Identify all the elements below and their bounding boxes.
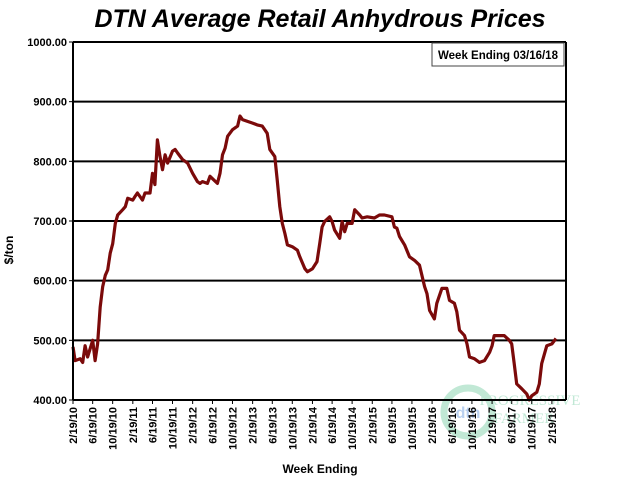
y-tick-label: 900.00 xyxy=(33,97,67,109)
x-tick-label: 10/19/13 xyxy=(287,407,299,450)
x-tick-label: 10/19/10 xyxy=(108,407,120,450)
y-tick-label: 500.00 xyxy=(33,335,67,347)
x-axis-label: Week Ending xyxy=(282,462,357,476)
x-tick-label: 10/19/17 xyxy=(527,407,539,450)
watermark-dtn: dtn xyxy=(456,405,481,422)
x-tick-label: 10/19/11 xyxy=(167,407,179,449)
x-tick-label: 6/19/16 xyxy=(447,407,459,444)
x-tick-label: 10/19/12 xyxy=(227,407,239,450)
x-tick-label: 2/19/15 xyxy=(367,407,379,444)
watermark-logo: dtn PROGRESSIVE FARMER xyxy=(440,384,580,440)
x-tick-label: 6/19/17 xyxy=(507,407,519,444)
x-tick-label: 10/19/16 xyxy=(467,407,479,450)
chart-title: DTN Average Retail Anhydrous Prices xyxy=(94,5,545,33)
y-tick-labels: 400.00 500.00 600.00 700.00 800.00 900.00 1000… xyxy=(27,37,73,407)
x-tick-label: 6/19/14 xyxy=(327,406,339,444)
x-tick-label: 6/19/10 xyxy=(88,407,100,444)
x-tick-label: 6/19/12 xyxy=(207,407,219,444)
y-tick-label: 1000.00 xyxy=(27,37,67,49)
x-tick-label: 6/19/13 xyxy=(267,407,279,444)
y-tick-label: 600.00 xyxy=(33,276,67,288)
gridlines xyxy=(73,100,566,342)
x-tick-label: 10/19/15 xyxy=(407,407,419,450)
annotation-box: Week Ending 03/16/18 xyxy=(431,42,565,67)
annotation-text: Week Ending 03/16/18 xyxy=(438,50,559,62)
y-axis-label: $/ton xyxy=(2,236,16,265)
x-tick-label: 2/19/10 xyxy=(68,407,80,444)
x-tick-label: 2/19/11 xyxy=(128,407,140,443)
x-tick-label: 10/19/14 xyxy=(347,406,359,450)
watermark-farmer: FARMER xyxy=(494,411,555,427)
x-tick-label: 6/19/15 xyxy=(387,407,399,444)
x-tick-label: 2/19/13 xyxy=(248,407,260,444)
watermark-circle xyxy=(440,384,496,440)
x-tick-label: 6/19/11 xyxy=(147,407,159,443)
y-tick-label: 700.00 xyxy=(33,216,67,228)
y-tick-label: 800.00 xyxy=(33,156,67,168)
x-tick-label: 2/19/12 xyxy=(188,407,200,444)
series-line xyxy=(71,114,558,402)
x-tick-labels: 2/19/10 6/19/10 10/19/10 2/19/11 6/19/11 10/1… xyxy=(68,400,559,450)
y-tick-label: 400.00 xyxy=(33,395,67,407)
x-tick-label: 2/19/14 xyxy=(307,406,319,444)
x-tick-label: 2/19/16 xyxy=(427,407,439,444)
x-tick-label: 2/19/18 xyxy=(547,407,559,444)
x-tick-label: 2/19/17 xyxy=(487,407,499,444)
